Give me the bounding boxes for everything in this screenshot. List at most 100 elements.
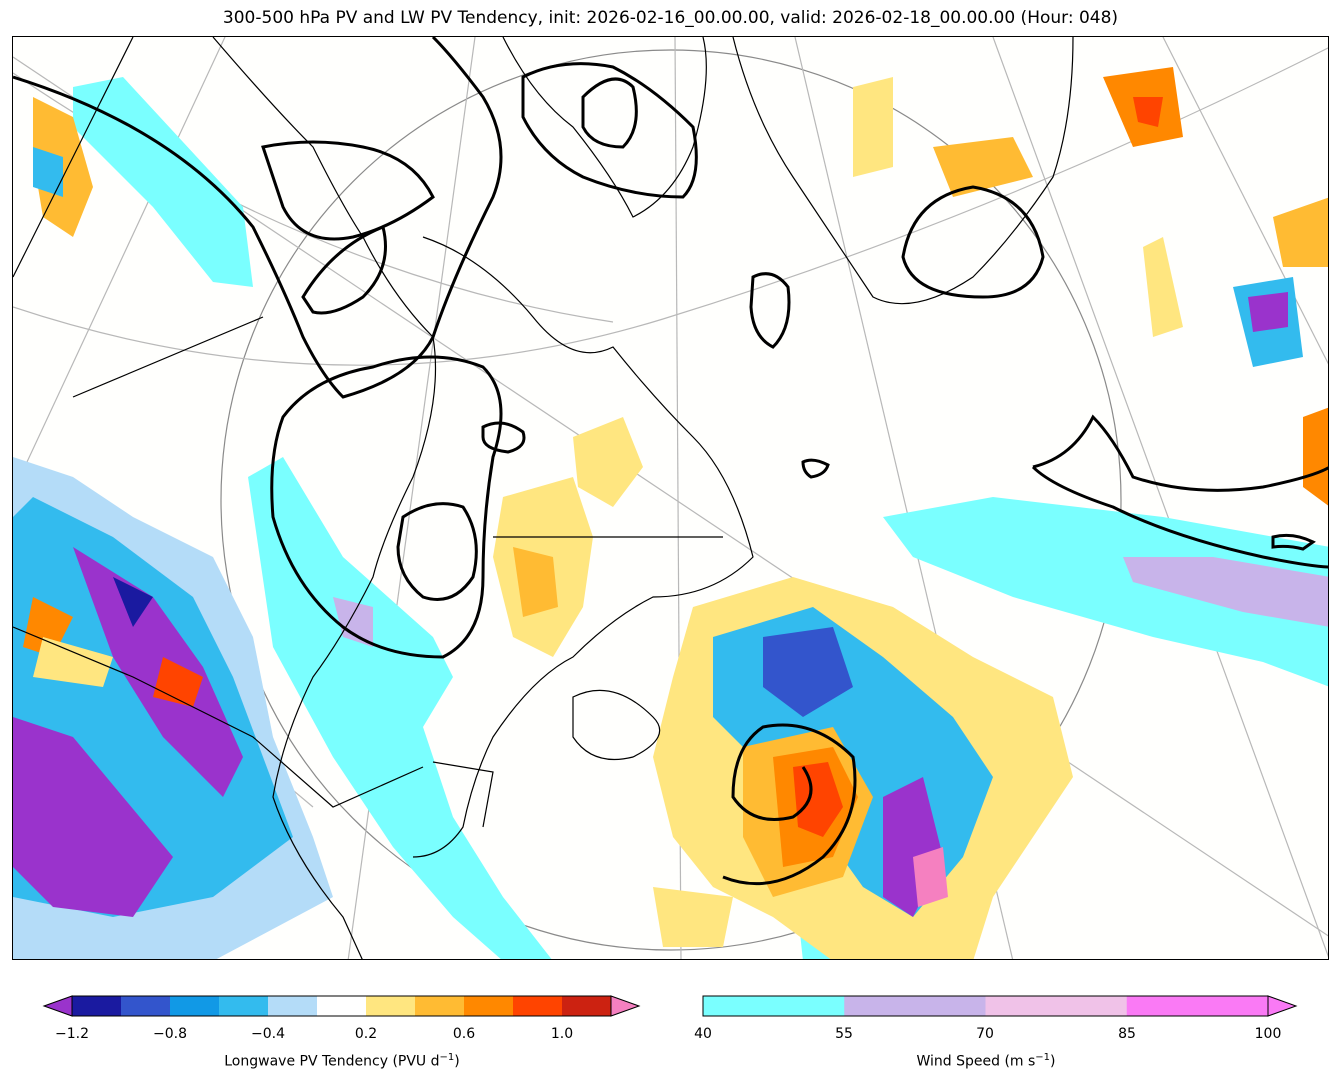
pv-colorbar-bin	[170, 996, 220, 1016]
pv-positive-west-2	[153, 657, 203, 707]
pv-colorbar-bin	[317, 996, 367, 1016]
pv-label-text: Longwave PV Tendency (PVU d	[224, 1053, 440, 1070]
pv-positive-east-streak	[1143, 237, 1183, 337]
pv-tick-label: 0.2	[354, 1026, 378, 1042]
pv-label-end: )	[454, 1053, 460, 1070]
pv-colorbar-extend-min	[42, 995, 73, 1017]
pv-contour-small-4	[1271, 533, 1316, 551]
wind-tick-label: 85	[1118, 1026, 1136, 1042]
wind-tick-label: 55	[835, 1026, 853, 1042]
coast-hudson-west	[212, 37, 437, 959]
pv-contour-arctic	[261, 140, 435, 241]
pv-contour-baffin	[521, 62, 698, 199]
pv-colorbar-bin	[268, 996, 318, 1016]
wind-colorbar-extend-max	[1267, 995, 1298, 1017]
wind-speed-colorbar-label: Wind Speed (m s−1)	[916, 1052, 1055, 1070]
pv-positive-west-3	[33, 637, 113, 687]
pv-tick-label: 0.6	[452, 1026, 476, 1042]
coast-baffin	[502, 37, 707, 218]
jet-east-core	[1123, 557, 1328, 627]
border-canada-us	[13, 626, 424, 808]
pv-colorbar-bin	[72, 996, 122, 1016]
wind-colorbar-frame	[702, 995, 1269, 1017]
wind-colorbar-bin	[985, 996, 1128, 1016]
pv-colorbar-bin	[513, 996, 563, 1016]
pv-colorbar-bin	[219, 996, 269, 1016]
pv-label-sup: −1	[439, 1052, 455, 1063]
pv-contour-arctic-small	[301, 224, 387, 315]
jet-central-core	[333, 597, 373, 647]
pv-positive-south	[653, 887, 733, 947]
pv-colorbar-bin	[562, 996, 612, 1016]
border-west-2	[72, 316, 264, 398]
pv-colorbar-bin	[464, 996, 514, 1016]
wind-tick-label: 100	[1254, 1026, 1282, 1042]
pv-contour-baffin-inner	[581, 77, 638, 149]
pv-positive-labrador-core	[513, 547, 558, 617]
meridian-7	[992, 37, 1328, 958]
pv-contours	[13, 37, 1328, 886]
pv-negative-east-core	[1248, 292, 1288, 332]
pv-positive-greenland-2	[933, 137, 1033, 197]
pv-tick-label: −0.8	[153, 1026, 187, 1042]
pv-region-west-core	[73, 547, 243, 797]
wind-tick-label: 70	[976, 1026, 994, 1042]
pv-colorbar-bin	[415, 996, 465, 1016]
wind-label-text: Wind Speed (m s	[916, 1053, 1036, 1070]
pv-positive-northeast-core	[1133, 97, 1163, 127]
pv-contour-greenland	[901, 185, 1045, 299]
latitude-circle	[220, 49, 1122, 951]
pv-positive-east-margin	[1303, 407, 1328, 506]
coastlines	[13, 37, 1074, 959]
meridian-2	[13, 37, 226, 493]
wind-colorbar-bin	[844, 996, 986, 1016]
pv-contour-east-lower	[1031, 465, 1328, 569]
pv-contour-cyclone	[722, 723, 857, 886]
pv-region-southeast-peak	[913, 847, 948, 907]
pv-positive-north-labrador	[573, 417, 643, 507]
wind-speed-colorbar-svg	[702, 995, 1298, 1017]
figure-title: 300-500 hPa PV and LW PV Tendency, init:…	[222, 8, 1119, 28]
pv-tick-label: −1.2	[55, 1026, 89, 1042]
pv-positive-east-edge	[1273, 197, 1328, 267]
coast-newfoundland	[572, 689, 661, 761]
map-canvas	[13, 37, 1328, 959]
wind-label-end: )	[1050, 1053, 1056, 1070]
pv-contour-east-upper	[1032, 414, 1328, 492]
pv-tick-label: −0.4	[251, 1026, 285, 1042]
pv-colorbar-bin	[366, 996, 416, 1016]
pv-tendency-colorbar	[42, 995, 641, 1022]
map-panel	[12, 36, 1329, 960]
pv-contour-quebec-inner	[396, 502, 478, 601]
pv-contour-small-1	[481, 421, 526, 454]
wind-speed-colorbar	[702, 995, 1299, 1022]
border-maine	[432, 761, 494, 828]
pv-tick-label: 1.0	[550, 1026, 574, 1042]
pv-region-atlantic-negative-core	[763, 627, 853, 717]
pv-region-west-peak	[113, 577, 153, 627]
pv-tendency-colorbar-label: Longwave PV Tendency (PVU d−1)	[224, 1052, 459, 1070]
jet-central	[248, 457, 552, 959]
pv-tendency-shading	[13, 67, 1328, 959]
wind-colorbar-bin	[1126, 996, 1269, 1016]
meridian-6	[1162, 37, 1328, 365]
pv-tendency-colorbar-svg	[42, 995, 641, 1017]
wind-tick-label: 40	[694, 1026, 712, 1042]
pv-contour-quebec	[270, 355, 503, 659]
pv-region-cyclone-core	[793, 762, 843, 837]
pv-positive-greenland-1	[853, 77, 893, 177]
pv-region-southwest-core	[13, 717, 173, 917]
pv-colorbar-extend-max	[610, 995, 641, 1017]
pv-contour-small-2	[749, 272, 791, 349]
coast-labrador	[412, 236, 754, 858]
latitude-line-60	[13, 47, 1328, 366]
wind-colorbar-bin	[703, 996, 845, 1016]
border-west-1	[13, 37, 134, 278]
jet-northwest	[73, 77, 253, 287]
coast-greenland	[732, 37, 1074, 305]
pv-colorbar-frame	[71, 995, 612, 1017]
pv-contour-small-3	[801, 458, 830, 479]
pv-negative-northwest	[33, 147, 63, 197]
wind-label-sup: −1	[1035, 1052, 1051, 1063]
pv-colorbar-bin	[121, 996, 171, 1016]
